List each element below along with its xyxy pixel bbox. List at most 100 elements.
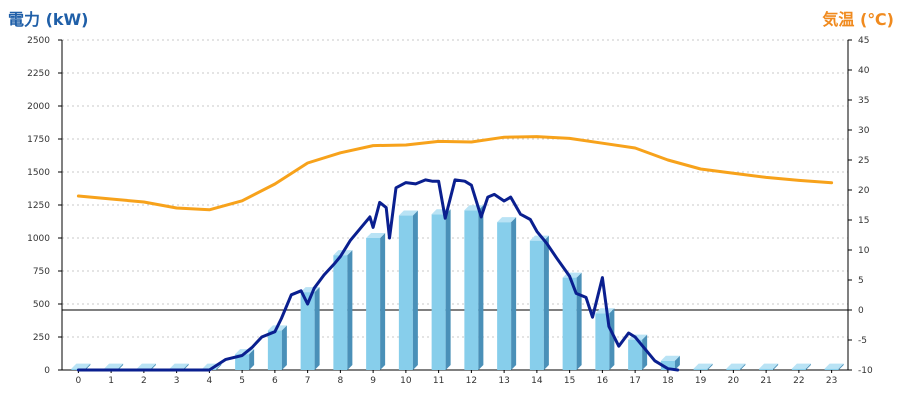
x-tick-label: 17 [629, 376, 640, 386]
power-bar [726, 363, 746, 370]
power-bar-side [707, 363, 713, 370]
power-bar-side [740, 363, 746, 370]
power-bar-top [693, 363, 713, 369]
power-bar-front [660, 360, 675, 370]
power-bar-front [366, 238, 381, 370]
x-tick-label: 13 [498, 376, 509, 386]
power-bar-front [759, 368, 774, 370]
right-axis-title: 気温 (℃) [822, 10, 894, 29]
power-bar-side [478, 205, 484, 370]
power-bar-front [333, 255, 348, 370]
power-bar-side [838, 363, 844, 370]
power-bar-top [726, 363, 746, 369]
power-bar [791, 363, 811, 370]
grid [62, 39, 848, 338]
x-tick-label: 7 [305, 376, 311, 386]
power-bar-side [576, 272, 582, 370]
x-tick-label: 10 [400, 376, 412, 386]
x-tick-label: 12 [466, 376, 477, 386]
left-tick-label: 750 [33, 267, 50, 277]
left-axis-title: 電力 (kW) [8, 10, 89, 29]
power-bar-top [497, 217, 517, 223]
power-bar [398, 210, 418, 370]
power-bar-front [431, 214, 446, 370]
power-bar-top [71, 363, 91, 369]
x-tick-label: 0 [76, 376, 82, 386]
power-bar [824, 363, 844, 370]
x-tick-label: 15 [564, 376, 575, 386]
power-line [76, 178, 680, 372]
x-tick-label: 6 [272, 376, 278, 386]
power-bar-top [759, 363, 779, 369]
x-tick-label: 5 [239, 376, 245, 386]
right-tick-label: 45 [858, 36, 869, 46]
power-bar-top [169, 363, 189, 369]
power-bar-side [642, 334, 648, 370]
power-bar-side [543, 235, 549, 370]
right-tick-label: 35 [858, 96, 869, 106]
power-bar-front [464, 210, 479, 370]
left-tick-label: 1250 [27, 201, 50, 211]
temperature-line [76, 135, 834, 212]
power-bar-top [824, 363, 844, 369]
power-bar-side [773, 363, 779, 370]
power-bar-side [85, 363, 91, 370]
power-bar-side [412, 210, 418, 370]
left-tick-label: 2250 [27, 69, 50, 79]
right-tick-label: 20 [858, 186, 870, 196]
x-tick-label: 20 [728, 376, 740, 386]
power-bar-top [595, 308, 615, 314]
power-bar-top [791, 363, 811, 369]
power-bar [693, 363, 713, 370]
power-bar-front [235, 354, 250, 370]
right-tick-label: 25 [858, 156, 869, 166]
power-bar-side [805, 363, 811, 370]
left-tick-label: 250 [33, 333, 50, 343]
right-tick-label: 5 [858, 276, 864, 286]
series-lines [76, 135, 834, 372]
left-tick-label: 500 [33, 300, 50, 310]
right-tick-label: -5 [858, 336, 867, 346]
power-bar [562, 272, 582, 370]
x-tick-label: 1 [108, 376, 114, 386]
power-bar-side [118, 363, 124, 370]
x-tick-label: 9 [370, 376, 376, 386]
right-tick-label: 30 [858, 126, 870, 136]
power-bar-top [136, 363, 156, 369]
left-tick-label: 2000 [27, 102, 50, 112]
power-bar-top [104, 363, 124, 369]
left-tick-label: 0 [44, 366, 50, 376]
axes [58, 39, 852, 373]
power-bar-front [693, 368, 708, 370]
x-tick-label: 2 [141, 376, 147, 386]
power-bar-side [150, 363, 156, 370]
right-tick-label: 0 [858, 306, 864, 316]
right-tick-label: -10 [858, 366, 873, 376]
x-tick-label: 11 [433, 376, 444, 386]
power-bar-front [562, 277, 577, 370]
power-bar [464, 205, 484, 370]
power-bar-side [380, 233, 386, 370]
tick-labels: 02505007501000125015001750200022502500-1… [27, 36, 873, 386]
power-bar-front [791, 368, 806, 370]
power-bar-side [674, 355, 680, 370]
left-tick-label: 1000 [27, 234, 50, 244]
power-bar [235, 349, 255, 370]
power-bars [71, 205, 844, 370]
power-bar [366, 233, 386, 370]
power-bar-top [660, 355, 680, 361]
power-bar-front [726, 368, 741, 370]
power-bar [431, 209, 451, 370]
right-tick-label: 10 [858, 246, 870, 256]
x-tick-label: 14 [531, 376, 543, 386]
x-tick-label: 16 [597, 376, 609, 386]
power-bar-top [366, 233, 386, 238]
power-bar [333, 250, 353, 370]
right-tick-label: 15 [858, 216, 869, 226]
power-bar [595, 308, 615, 370]
power-bar-front [628, 339, 643, 370]
power-bar-side [511, 217, 517, 370]
right-tick-label: 40 [858, 66, 870, 76]
x-tick-label: 19 [695, 376, 707, 386]
left-tick-label: 1750 [27, 135, 50, 145]
